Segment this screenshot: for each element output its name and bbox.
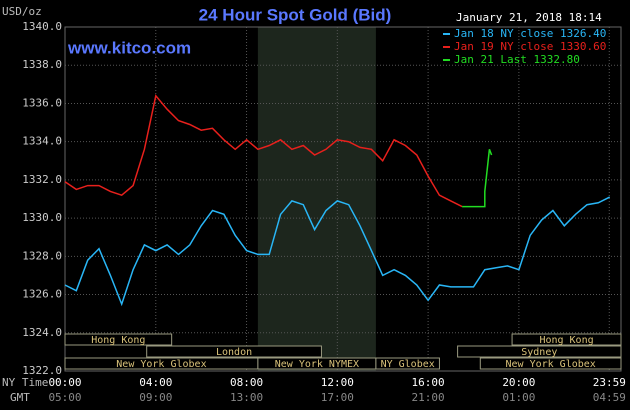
x-tick-label: 16:00: [412, 376, 445, 389]
chart-title: 24 Hour Spot Gold (Bid): [199, 5, 392, 24]
x-tick-label: 12:00: [321, 376, 354, 389]
legend-entry: Jan 18 NY close 1326.40: [454, 27, 606, 40]
y-tick-label: 1328.0: [22, 249, 62, 262]
x2-tick-label: 09:00: [139, 391, 172, 404]
y-tick-label: 1326.0: [22, 288, 62, 301]
session-label: Hong Kong: [539, 335, 593, 346]
session-shade: [257, 27, 376, 371]
price-line: [462, 149, 493, 208]
session-bar: [146, 345, 322, 358]
x-axis-label: NY Time: [2, 376, 48, 389]
session-bar: [511, 333, 622, 346]
session-label: New York Globex: [505, 359, 595, 370]
session-bar: [479, 357, 622, 370]
y-tick-label: 1340.0: [22, 20, 62, 33]
session-label: London: [216, 347, 252, 358]
x2-axis-label: GMT: [10, 391, 30, 404]
price-line: [64, 196, 611, 307]
timestamp: January 21, 2018 18:14: [456, 11, 602, 24]
x-tick-label: 23:59: [593, 376, 626, 389]
x2-tick-label: 01:00: [502, 391, 535, 404]
legend-entry: Jan 21 Last 1332.80: [454, 53, 580, 66]
y-tick-label: 1338.0: [22, 58, 62, 71]
session-bar: [457, 345, 622, 358]
x2-tick-label: 04:59: [593, 391, 626, 404]
y-tick-label: 1324.0: [22, 326, 62, 339]
plot-frame: [64, 26, 622, 372]
y-tick-label: 1332.0: [22, 173, 62, 186]
session-label: Hong Kong: [91, 335, 145, 346]
y-tick-label: 1334.0: [22, 135, 62, 148]
price-line: [64, 94, 463, 208]
session-label: NY Globex: [381, 359, 435, 370]
session-bar: [64, 333, 173, 346]
y-tick-label: 1322.0: [22, 364, 62, 377]
legend-entry: Jan 19 NY close 1330.60: [454, 40, 606, 53]
y-tick-label: 1336.0: [22, 96, 62, 109]
session-bar: [375, 357, 440, 370]
x2-tick-label: 05:00: [48, 391, 81, 404]
x2-tick-label: 13:00: [230, 391, 263, 404]
y-tick-label: 1330.0: [22, 211, 62, 224]
x-tick-label: 04:00: [139, 376, 172, 389]
site-label: www.kitco.com: [67, 38, 191, 57]
session-label: New York NYMEX: [275, 359, 359, 370]
y-axis-label: USD/oz: [2, 5, 42, 18]
x-tick-label: 00:00: [48, 376, 81, 389]
x-tick-label: 08:00: [230, 376, 263, 389]
session-label: Sydney: [521, 347, 557, 358]
session-label: New York Globex: [116, 359, 206, 370]
x-tick-label: 20:00: [502, 376, 535, 389]
x2-tick-label: 17:00: [321, 391, 354, 404]
x2-tick-label: 21:00: [412, 391, 445, 404]
